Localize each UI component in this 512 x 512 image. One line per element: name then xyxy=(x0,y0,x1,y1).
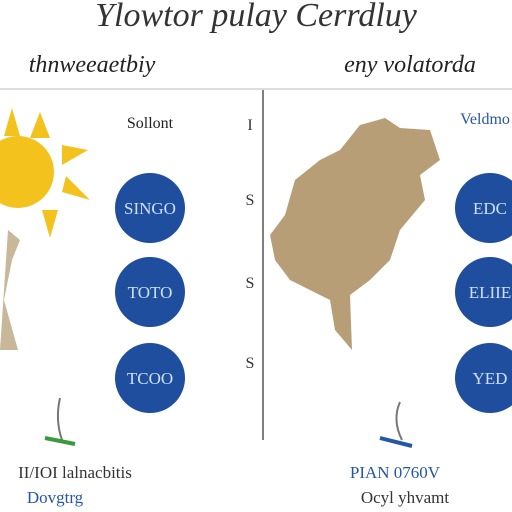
map xyxy=(270,118,440,350)
title: Ylowtor pulay Cerrdluy xyxy=(95,0,418,34)
circle-text: TOTO xyxy=(128,283,173,302)
divider-mark: S xyxy=(246,355,255,372)
circle-group: SINGO TOTO TCOO EDC ELIIE YED xyxy=(115,173,512,413)
sun xyxy=(0,108,90,350)
footer-text: Dovgtrg xyxy=(27,488,84,507)
circle-badge xyxy=(115,343,185,413)
leaf xyxy=(44,436,76,446)
circle-badge xyxy=(115,257,185,327)
footer-text: Ocyl yhvamt xyxy=(361,488,450,507)
circle-text: TCOO xyxy=(127,369,173,388)
circle-text: YED xyxy=(473,369,508,388)
divider-mark-group: I S S S xyxy=(246,117,255,372)
circle-text: ELIIE xyxy=(469,283,511,302)
divider-mark: S xyxy=(246,275,255,292)
circle-badge xyxy=(455,257,512,327)
stem xyxy=(395,401,403,441)
subtitle: eny volatorda xyxy=(344,52,476,78)
label: Sollont xyxy=(127,115,174,132)
subtitle: thnweeaetbiy xyxy=(29,52,156,78)
circle-badge xyxy=(115,173,185,243)
stem xyxy=(56,397,63,441)
divider-mark: S xyxy=(246,192,255,209)
circle-text: EDC xyxy=(473,199,507,218)
circle-badge xyxy=(455,173,512,243)
label: Veldmo xyxy=(460,111,510,128)
leaf xyxy=(379,436,413,448)
footer-text: II/IOI lalnacbitis xyxy=(18,463,132,482)
circle-text: SINGO xyxy=(124,199,176,218)
circle-badge xyxy=(455,343,512,413)
footer-text: PIAN 0760V xyxy=(350,463,441,482)
divider-mark: I xyxy=(247,117,252,134)
